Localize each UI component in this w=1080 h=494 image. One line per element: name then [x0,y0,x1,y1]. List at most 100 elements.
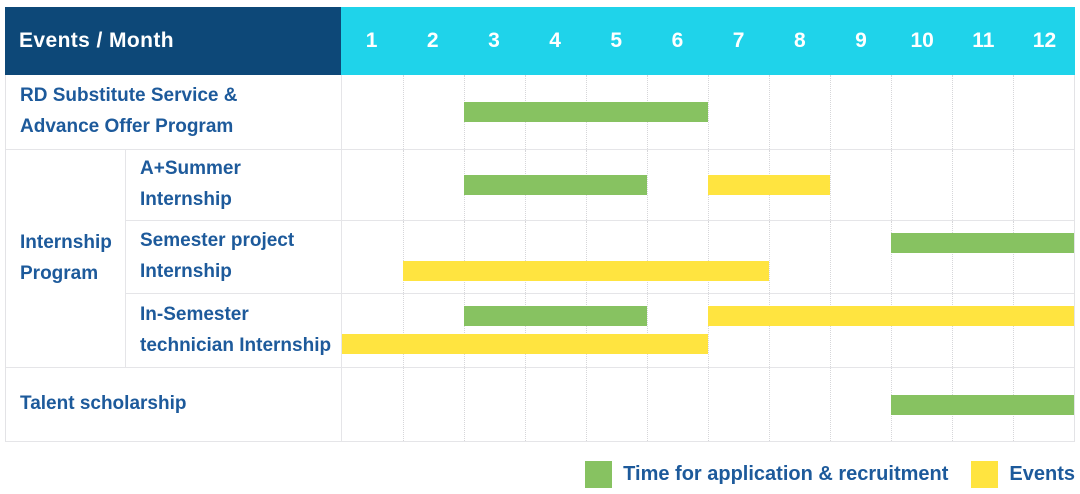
month-header-cell: 8 [793,29,806,52]
month-gridline [647,294,648,367]
month-gridline [525,368,526,441]
month-header-row: 1 2 3 4 5 6 7 8 9 10 11 12 [341,7,1075,75]
month-gridline [769,294,770,367]
month-header-cell: 12 [1032,29,1057,52]
month-gridline [769,368,770,441]
group-label-line: Program [20,262,99,284]
month-gridline [586,368,587,441]
month-gridline [830,75,831,149]
row-label-line: technician Internship [140,334,332,356]
row-label-line: A+Summer [140,158,241,180]
month-gridline [891,75,892,149]
month-gridline [708,221,709,293]
month-gridline [403,368,404,441]
row-label-line: Advance Offer Program [20,116,234,137]
row-label-line: Internship [140,261,232,282]
month-header-cell: 11 [972,29,995,52]
month-gridline [830,294,831,367]
events-bar [342,334,708,354]
month-header-cell: 10 [910,29,934,52]
row-label-line: Talent scholarship [20,393,187,415]
month-gridline [464,294,465,367]
month-gridline [525,221,526,293]
group-rows: A+Summer Internship Semester project Intern… [126,150,1074,367]
month-header-cell: 7 [732,29,745,52]
month-track [342,150,1074,220]
month-gridline [1013,294,1014,367]
table-row: In-Semester technician Internship [126,294,1074,367]
month-gridline [1013,150,1014,220]
month-gridline [708,75,709,149]
application-bar [464,306,647,326]
month-gridline [769,221,770,293]
month-header-cell: 4 [549,29,561,52]
row-label: In-Semester technician Internship [126,294,342,367]
table-row: A+Summer Internship [126,150,1074,221]
month-header-cell: 9 [855,29,867,52]
legend-swatch-application [585,461,613,488]
table-row: Semester project Internship [126,221,1074,294]
month-gridline [647,150,648,220]
month-gridline [830,150,831,220]
month-gridline [830,221,831,293]
month-track [342,368,1074,441]
month-gridline [952,150,953,220]
application-bar [891,233,1074,253]
table-row: Talent scholarship [6,368,1074,442]
legend: Time for application & recruitment Event… [585,461,1075,488]
legend-label-application: Time for application & recruitment [623,463,949,485]
group-label-line: Internship [20,231,112,253]
row-label: A+Summer Internship [126,150,342,220]
events-bar [403,261,769,281]
row-label-line: Internship [140,189,232,210]
month-gridline [403,150,404,220]
month-gridline [647,368,648,441]
legend-label-events: Events [1009,463,1075,485]
month-track [342,221,1074,293]
gantt-chart: Events / Month 1 2 3 4 5 6 7 8 9 10 11 12 RD Substi… [5,7,1075,442]
month-gridline [891,221,892,293]
legend-swatch-events [971,461,999,488]
month-gridline [1013,221,1014,293]
month-gridline [464,221,465,293]
group-label: Internship Program [6,150,126,367]
group-section: Internship Program A+Summer Internship Semes… [6,150,1074,368]
month-gridline [708,368,709,441]
month-gridline [1013,75,1014,149]
month-gridline [403,294,404,367]
row-label: Talent scholarship [6,368,342,441]
application-bar [464,175,647,195]
month-gridline [891,150,892,220]
month-gridline [891,294,892,367]
month-gridline [586,221,587,293]
row-label: RD Substitute Service & Advance Offer Pro… [6,75,342,149]
events-bar [708,175,830,195]
month-gridline [586,294,587,367]
month-header-cell: 6 [671,29,684,52]
application-bar [891,394,1074,415]
row-label-line: RD Substitute Service & [20,85,238,107]
row-label-line: Semester project [140,230,295,252]
month-header-cell: 3 [488,29,500,52]
month-track [342,75,1074,149]
month-gridline [403,221,404,293]
month-header-cell: 5 [610,29,623,52]
header-row: Events / Month 1 2 3 4 5 6 7 8 9 10 11 12 [5,7,1075,75]
application-bar [464,102,708,122]
row-label-line: In-Semester [140,303,249,325]
month-gridline [525,294,526,367]
month-track [342,294,1074,367]
month-header-cell: 1 [365,29,378,52]
month-gridline [403,75,404,149]
month-gridline [464,368,465,441]
corner-header: Events / Month [5,7,341,75]
month-gridline [830,368,831,441]
events-bar [708,306,1074,326]
month-header-cell: 2 [426,29,439,52]
month-gridline [769,75,770,149]
table-row: RD Substitute Service & Advance Offer Pro… [6,75,1074,150]
month-gridline [952,221,953,293]
table-body: RD Substitute Service & Advance Offer Pro… [5,75,1075,442]
month-gridline [647,221,648,293]
month-gridline [708,294,709,367]
